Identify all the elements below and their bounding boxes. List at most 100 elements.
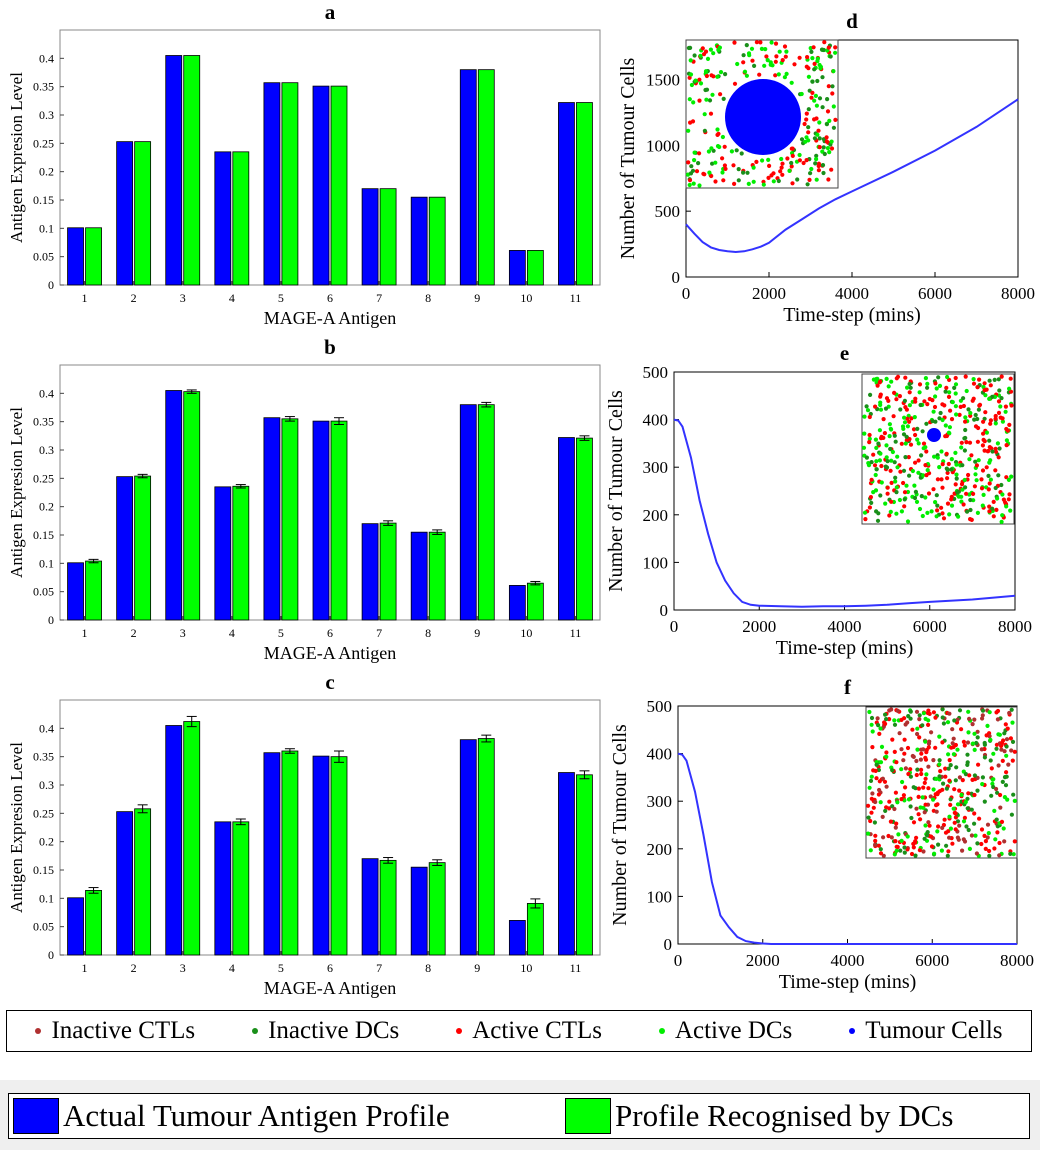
cell-dot [933, 500, 938, 505]
cell-dot [879, 434, 884, 439]
cell-dot [878, 493, 883, 498]
x-tick-label: 3 [180, 291, 186, 305]
cell-dot [949, 457, 954, 462]
cell-dot [897, 731, 902, 736]
cell-dot [966, 827, 971, 833]
cell-dot [692, 158, 697, 163]
cell-dot [868, 495, 874, 500]
cell-dot [962, 477, 967, 483]
y-tick-label: 0.4 [39, 51, 54, 65]
bar-actual [312, 755, 330, 956]
cell-dot [873, 799, 878, 805]
x-tick-label: 7 [376, 291, 382, 305]
x-tick-label: 0 [670, 617, 679, 636]
cell-dot [914, 709, 920, 714]
cell-dot [1011, 792, 1016, 797]
cell-dot [709, 173, 714, 179]
cell-dot [957, 788, 962, 793]
cell-dot [945, 501, 951, 506]
cell-dot [886, 833, 891, 839]
cell-dot [1004, 774, 1009, 779]
cell-dot [944, 843, 949, 848]
x-tick-label: 4 [229, 626, 235, 640]
x-axis-label: Time-step (mins) [783, 304, 921, 326]
y-tick-label: 400 [643, 411, 669, 430]
cell-dot [830, 84, 835, 89]
cell-dot [894, 485, 899, 490]
cell-dot [987, 481, 992, 486]
cell-dot [990, 394, 995, 399]
simulation-inset [861, 373, 1015, 525]
cell-dot [937, 383, 943, 388]
cell-dot [940, 485, 945, 490]
cell-dot [952, 385, 957, 390]
y-axis-label: Number of Tumour Cells [609, 724, 631, 926]
cell-dot [885, 459, 890, 464]
cell-dot [998, 404, 1003, 409]
cell-dot [950, 841, 955, 846]
cell-dot [949, 417, 955, 422]
cell-dot [923, 495, 928, 500]
y-axis-label: Antigen Expresion Level [7, 72, 26, 243]
cell-dot [715, 127, 720, 132]
x-tick-label: 8 [425, 961, 431, 975]
cell-dot [1011, 852, 1016, 857]
cell-dot [961, 837, 966, 842]
cell-dot [945, 374, 950, 380]
bar-dc [379, 522, 397, 621]
cell-dot [924, 750, 929, 755]
cell-dot [991, 499, 996, 504]
cell-dot [869, 774, 874, 779]
cell-dot [1009, 748, 1014, 753]
cell-dot [864, 404, 869, 409]
cell-dot [922, 810, 927, 815]
cell-dot [864, 455, 870, 460]
cell-dot [998, 792, 1003, 798]
x-tick-label: 2 [131, 626, 137, 640]
cell-dot [990, 777, 995, 782]
y-tick-label: 0 [48, 948, 54, 962]
cell-dot [938, 769, 943, 774]
cell-dot [784, 71, 789, 76]
cell-dot [732, 181, 737, 186]
cell-dot [887, 708, 892, 713]
cell-dot [935, 802, 940, 807]
cell-dot [894, 490, 899, 495]
cell-dot [1008, 389, 1014, 394]
cell-dot [987, 710, 992, 715]
cell-dot [805, 55, 810, 60]
cell-dot [820, 105, 825, 110]
y-tick-label: 0.2 [39, 165, 54, 179]
cell-dot [701, 171, 706, 176]
cell-dot [974, 740, 979, 746]
cell-dot [890, 449, 896, 455]
cell-dot [824, 139, 830, 144]
cell-dot [966, 407, 971, 412]
cell-dot [817, 120, 822, 125]
cell-dot [905, 424, 911, 429]
cell-dot [895, 708, 900, 714]
bar-actual [67, 897, 84, 956]
cell-dot [970, 722, 975, 727]
cell-dot [706, 149, 712, 154]
cell-dot [979, 486, 985, 491]
cell-dot [697, 77, 702, 82]
cell-dot [867, 432, 872, 438]
cell-dot [1002, 839, 1007, 844]
cell-dot [998, 805, 1003, 810]
cell-dot [975, 775, 980, 781]
cell-dot [884, 465, 890, 470]
cell-dot [703, 87, 708, 93]
cell-dot [912, 495, 918, 501]
cell-dot [963, 415, 968, 420]
cell-dot [964, 491, 969, 496]
cell-dot [963, 485, 968, 490]
cell-dot [975, 385, 980, 390]
cell-dot [783, 54, 788, 59]
cell-dot [901, 468, 907, 473]
cell-dot [805, 182, 810, 187]
cell-dot [999, 482, 1004, 488]
cell-dot [982, 755, 988, 760]
cell-dot [993, 485, 998, 491]
cell-dot [931, 710, 937, 715]
